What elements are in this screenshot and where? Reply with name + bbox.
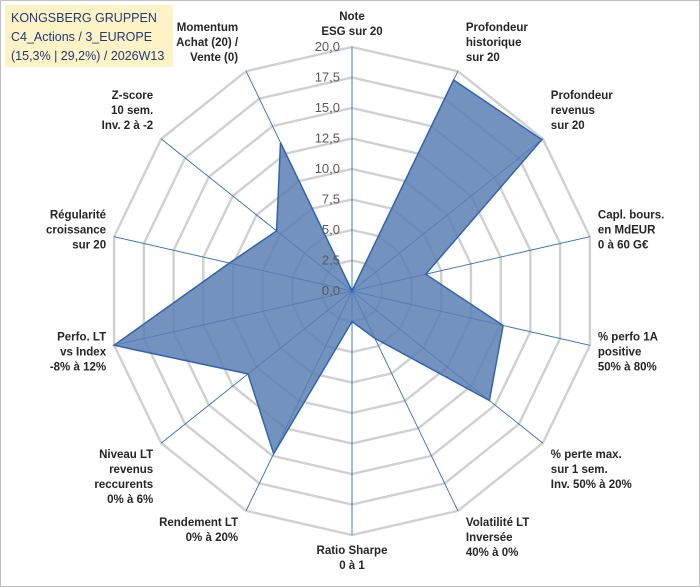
- r-tick-label: 20,0: [315, 39, 340, 54]
- r-tick-label: 17,5: [315, 70, 340, 85]
- chart-title-line-2: C4_Actions / 3_EUROPE: [11, 30, 152, 44]
- axis-label-3: Profondeur revenus sur 20: [551, 90, 613, 132]
- axis-label-10: Niveau LT revenus reccurents 0% à 6%: [94, 449, 153, 506]
- chart-title-line-3: (15,3% | 29,2%) / 2026W13: [11, 49, 164, 63]
- axis-label-14: Momentum Achat (20) / Vente (0): [176, 22, 239, 64]
- r-tick-label: 10,0: [315, 161, 340, 176]
- r-tick-label: 15,0: [315, 100, 340, 115]
- axis-label-5: % perfo 1A positive 50% à 80%: [598, 332, 658, 374]
- chart-title-box: [5, 5, 173, 67]
- chart-title-line-1: KONGSBERG GRUPPEN: [11, 11, 157, 25]
- r-tick-label: 5,0: [322, 222, 340, 237]
- r-tick-label: 7,5: [322, 192, 340, 207]
- axis-label-2: Profondeur historique sur 20: [466, 22, 528, 64]
- radial-tick-labels: 0,0 2,5 5,0 7,5 10,0 12,5 15,0 17,5 20,0: [315, 39, 340, 298]
- r-tick-label: 2,5: [322, 253, 340, 268]
- axis-label-9: Rendement LT 0% à 20%: [159, 517, 238, 544]
- r-tick-label: 0,0: [322, 283, 340, 298]
- axis-label-7: Volatilité LT Inversée 40% à 0%: [466, 517, 529, 559]
- r-tick-label: 12,5: [315, 131, 340, 146]
- axis-label-6: % perte max. sur 1 sem. Inv. 50% à 20%: [551, 449, 632, 491]
- axis-labels: Note ESG sur 20 Profondeur historique sur 20…: [46, 11, 664, 572]
- axis-label-8: Ratio Sharpe 0 à 1: [317, 545, 388, 572]
- axis-label-11: Perfo. LT vs Index -8% à 12%: [50, 332, 107, 374]
- axis-label-12: Régularité croissance sur 20: [46, 210, 106, 252]
- axis-label-4: Capl. bours. en MdEUR 0 à 60 G€: [598, 210, 664, 252]
- axis-label-1: Note ESG sur 20: [321, 11, 382, 38]
- series-area: [112, 78, 543, 456]
- chart-title-block: KONGSBERG GRUPPEN C4_Actions / 3_EUROPE …: [5, 5, 173, 67]
- axis-label-13: Z-score 10 sem. Inv. 2 à -2: [102, 90, 154, 132]
